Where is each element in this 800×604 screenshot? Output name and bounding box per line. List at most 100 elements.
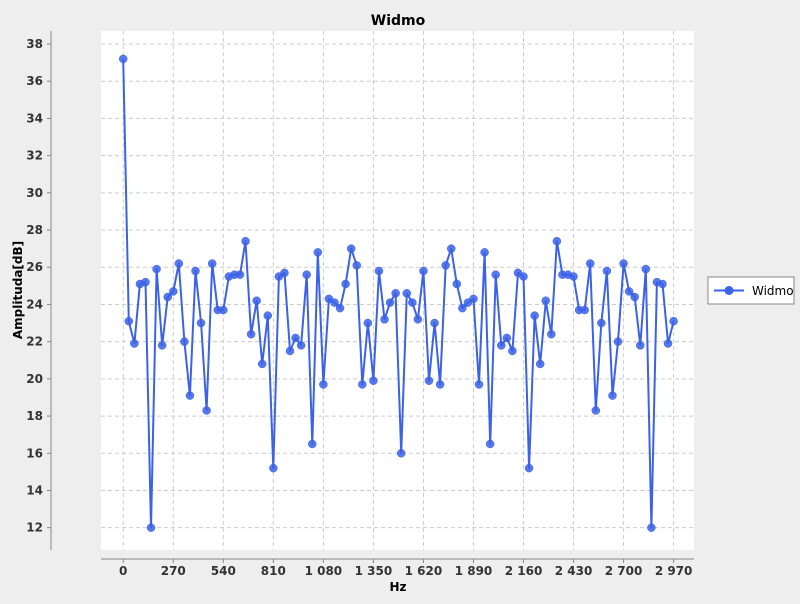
data-point bbox=[369, 376, 378, 385]
x-tick-label: 1 350 bbox=[355, 564, 393, 578]
y-tick-label: 20 bbox=[26, 372, 43, 386]
data-point bbox=[346, 244, 356, 253]
y-tick-label: 34 bbox=[26, 111, 43, 125]
data-point bbox=[480, 248, 489, 257]
data-point bbox=[252, 296, 261, 305]
data-point bbox=[241, 236, 250, 246]
x-tick-label: 810 bbox=[261, 564, 286, 578]
data-point bbox=[391, 289, 400, 298]
data-point bbox=[452, 279, 462, 289]
data-point bbox=[658, 279, 667, 289]
legend-label-widmo: Widmo bbox=[752, 284, 794, 298]
data-point bbox=[524, 463, 534, 473]
data-point bbox=[474, 380, 484, 389]
data-point bbox=[491, 270, 500, 279]
data-point bbox=[263, 311, 273, 320]
data-point bbox=[157, 341, 167, 350]
data-point bbox=[458, 303, 467, 313]
data-point bbox=[296, 341, 306, 350]
y-tick-label: 14 bbox=[26, 483, 43, 497]
data-point bbox=[308, 439, 317, 449]
data-point bbox=[408, 298, 417, 307]
data-point bbox=[174, 259, 184, 268]
y-tick-label: 16 bbox=[26, 446, 43, 460]
data-point bbox=[285, 346, 295, 356]
data-point bbox=[202, 406, 211, 415]
data-point bbox=[191, 266, 200, 276]
data-point bbox=[446, 244, 456, 253]
data-point bbox=[335, 303, 345, 313]
y-tick-label: 22 bbox=[26, 335, 43, 349]
data-point bbox=[585, 259, 595, 268]
data-point bbox=[430, 318, 439, 328]
data-point bbox=[613, 337, 623, 346]
data-point bbox=[647, 523, 656, 532]
y-tick-label: 24 bbox=[26, 297, 43, 311]
data-point bbox=[374, 266, 384, 276]
data-point bbox=[547, 329, 556, 339]
data-point bbox=[169, 287, 178, 296]
data-point bbox=[319, 380, 328, 389]
data-point bbox=[185, 391, 195, 400]
data-point bbox=[619, 259, 628, 268]
data-point bbox=[569, 272, 578, 281]
data-point bbox=[180, 337, 189, 346]
data-point bbox=[541, 296, 550, 305]
y-tick-label: 32 bbox=[26, 149, 43, 163]
x-tick-label: 1 080 bbox=[305, 564, 343, 578]
data-point bbox=[497, 341, 506, 350]
data-point bbox=[485, 439, 495, 449]
data-point bbox=[141, 277, 150, 287]
y-axis: 12 14 16 18 20 22 24 26 28 30 32 34 36 38 bbox=[26, 37, 51, 535]
data-point bbox=[302, 270, 311, 279]
x-tick-label: 0 bbox=[119, 564, 127, 578]
data-point bbox=[313, 248, 323, 257]
data-point bbox=[663, 339, 673, 348]
data-point bbox=[363, 318, 373, 328]
data-point bbox=[163, 292, 172, 302]
data-point bbox=[413, 315, 423, 324]
data-point bbox=[152, 264, 161, 274]
data-point bbox=[352, 261, 361, 270]
data-point bbox=[636, 341, 645, 350]
data-point bbox=[291, 333, 300, 343]
data-point bbox=[435, 380, 445, 389]
x-axis-title: Hz bbox=[389, 580, 406, 594]
data-point bbox=[330, 298, 339, 307]
x-tick-label: 2 970 bbox=[655, 564, 693, 578]
legend-marker bbox=[724, 286, 734, 295]
data-point bbox=[608, 391, 617, 400]
data-point bbox=[530, 311, 539, 320]
data-point bbox=[146, 523, 156, 532]
data-point bbox=[118, 54, 128, 64]
data-point bbox=[419, 266, 428, 276]
y-axis-title: Amplituda[dB] bbox=[11, 241, 25, 339]
y-tick-label: 26 bbox=[26, 260, 43, 274]
x-tick-label: 2 700 bbox=[605, 564, 643, 578]
data-point bbox=[341, 279, 350, 289]
data-point bbox=[580, 305, 589, 315]
y-tick-label: 30 bbox=[26, 186, 43, 200]
data-point bbox=[508, 346, 517, 356]
data-point bbox=[358, 380, 367, 389]
x-tick-label: 270 bbox=[161, 564, 186, 578]
y-tick-label: 12 bbox=[26, 521, 43, 535]
x-tick-label: 2 160 bbox=[505, 564, 543, 578]
data-point bbox=[502, 333, 512, 343]
data-point bbox=[196, 318, 206, 328]
legend: Widmo bbox=[707, 276, 795, 305]
data-point bbox=[402, 289, 412, 298]
x-tick-label: 540 bbox=[211, 564, 236, 578]
data-point bbox=[624, 287, 634, 296]
data-point bbox=[441, 261, 450, 270]
data-point bbox=[385, 298, 395, 307]
data-point bbox=[469, 294, 478, 304]
x-tick-label: 1 620 bbox=[405, 564, 443, 578]
data-point bbox=[269, 463, 278, 473]
x-axis: 0 270 540 810 1 080 1 350 1 620 1 890 2 160 2 430… bbox=[119, 559, 692, 578]
data-point bbox=[235, 270, 245, 279]
data-point bbox=[669, 316, 678, 326]
data-point bbox=[424, 376, 434, 385]
